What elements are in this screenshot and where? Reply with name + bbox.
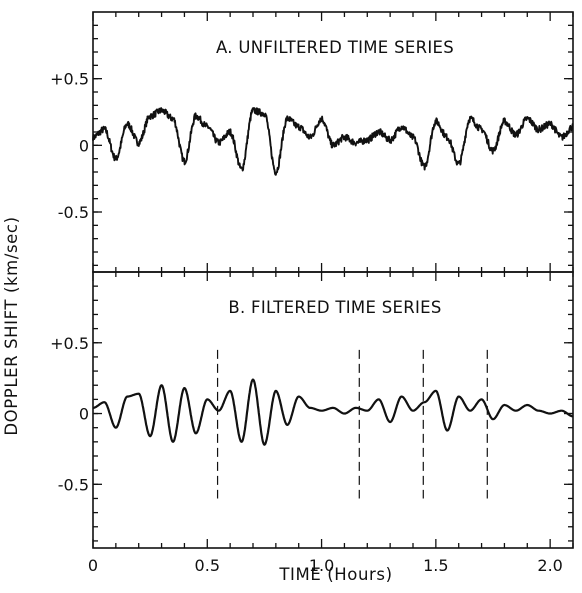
x-tick-label: 2.0 <box>537 556 562 575</box>
y-tick-label: +0.5 <box>50 70 89 89</box>
y-axis-label: DOPPLER SHIFT (km/sec) <box>2 216 21 435</box>
x-tick-label: 0.5 <box>195 556 220 575</box>
x-axis-label: TIME (Hours) <box>278 565 392 584</box>
panel-b-trace <box>92 378 574 446</box>
y-tick-label: 0 <box>79 405 89 424</box>
panel-b-frame <box>92 271 574 549</box>
panel-a-trace <box>92 107 574 176</box>
panel-a-title: A. UNFILTERED TIME SERIES <box>216 38 454 57</box>
panel-b-title: B. FILTERED TIME SERIES <box>228 298 441 317</box>
x-tick-label: 1.5 <box>423 556 448 575</box>
y-tick-label: 0 <box>79 136 89 155</box>
y-tick-label: -0.5 <box>58 203 89 222</box>
y-tick-label: +0.5 <box>50 334 89 353</box>
y-tick-label: -0.5 <box>58 475 89 494</box>
x-tick-label: 0 <box>88 556 98 575</box>
x-tick-label: 1.0 <box>309 556 334 575</box>
